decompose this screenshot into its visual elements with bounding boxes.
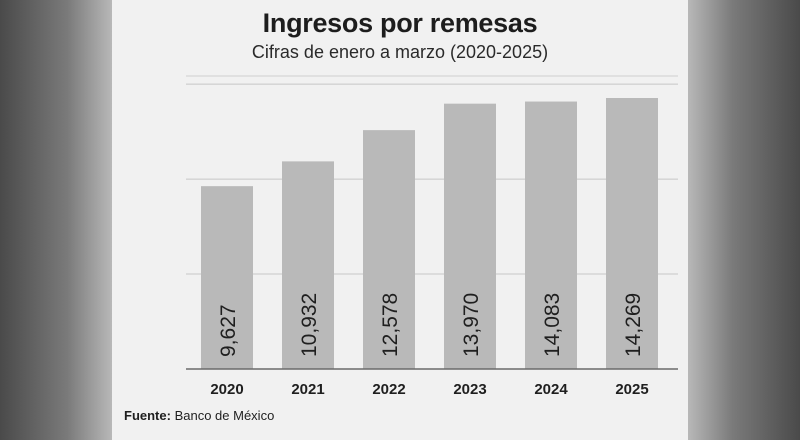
bar-2021 — [282, 161, 334, 369]
bar-chart: 9,627 2020 10,932 2021 12,578 2022 13,970 2023 1… — [186, 75, 678, 398]
source-note: Fuente: Banco de México — [124, 408, 274, 423]
value-label-2020: 9,627 — [217, 304, 240, 357]
chart-card: Ingresos por remesas Cifras de enero a m… — [112, 0, 688, 440]
value-label-2024: 14,083 — [541, 293, 564, 357]
source-text: Banco de México — [174, 408, 275, 423]
bar-2022 — [363, 130, 415, 369]
category-label-2025: 2025 — [615, 381, 648, 398]
background-right — [688, 0, 800, 440]
source-label: Fuente: — [124, 408, 171, 423]
category-label-2023: 2023 — [453, 381, 486, 398]
bar-2025 — [606, 98, 658, 369]
value-label-2025: 14,269 — [622, 293, 645, 357]
bar-2024 — [525, 101, 577, 369]
bar-2020 — [201, 186, 253, 369]
chart-title: Ingresos por remesas — [262, 8, 538, 38]
bar-2023 — [444, 103, 496, 369]
chart-subtitle: Cifras de enero a marzo (2020-2025) — [251, 42, 549, 62]
value-label-2021: 10,932 — [298, 293, 321, 357]
category-label-2022: 2022 — [372, 381, 405, 398]
background-left — [0, 0, 112, 440]
category-label-2020: 2020 — [210, 381, 243, 398]
category-label-2021: 2021 — [291, 381, 324, 398]
category-label-2024: 2024 — [534, 381, 568, 398]
value-label-2023: 13,970 — [460, 293, 483, 357]
value-label-2022: 12,578 — [379, 293, 402, 357]
